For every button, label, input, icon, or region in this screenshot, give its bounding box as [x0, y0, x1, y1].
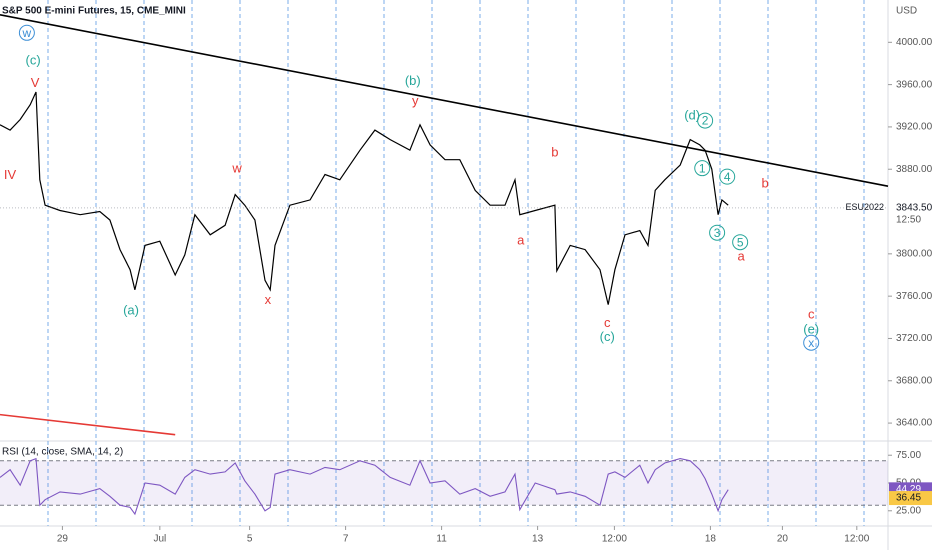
x-tick-label: 7 — [343, 534, 349, 545]
wave-label: a — [738, 248, 746, 263]
wave-circle — [719, 168, 736, 185]
wave-label: (b) — [405, 73, 421, 88]
rsi-band — [0, 460, 888, 506]
rsi-line — [0, 457, 729, 516]
y-tick-label: 3640.00 — [896, 418, 932, 429]
countdown: 12:50 — [896, 214, 921, 225]
wave-circle — [697, 112, 714, 129]
wave-label: (e) — [803, 321, 819, 336]
wave-label: c — [604, 315, 611, 330]
x-tick-label: 5 — [247, 534, 253, 545]
x-tick-label: 13 — [532, 534, 544, 545]
rsi-y-tick-label: 25.00 — [896, 505, 921, 516]
wave-circle — [709, 224, 726, 241]
wave-label: IV — [4, 167, 17, 182]
rsi-title: RSI (14, close, SMA, 14, 2) — [2, 447, 123, 458]
y-tick-label: 3800.00 — [896, 248, 932, 259]
rsi-y-tick-label: 75.00 — [896, 450, 921, 461]
rsi-value-box — [889, 491, 932, 506]
x-tick-label: 12:00 — [844, 534, 869, 545]
wave-label: 4 — [724, 170, 731, 184]
rsi-value-label: 36.45 — [896, 493, 921, 504]
y-tick-label: 3720.00 — [896, 333, 932, 344]
trendline — [0, 14, 889, 187]
wave-label: c — [808, 307, 815, 322]
y-tick-label: 4000.00 — [896, 37, 932, 48]
wave-circle — [732, 234, 749, 251]
wave-label: w — [231, 161, 242, 176]
x-tick-label: 12:00 — [602, 534, 627, 545]
wave-circle — [803, 334, 820, 351]
wave-label: y — [412, 93, 419, 108]
wave-label: (d) — [684, 108, 700, 123]
x-tick-label: 29 — [57, 534, 69, 545]
wave-circle — [694, 160, 711, 177]
y-tick-label: 3960.00 — [896, 79, 932, 90]
wave-label: 5 — [737, 235, 744, 249]
y-tick-label: 3680.00 — [896, 375, 932, 386]
wave-label: V — [31, 75, 40, 90]
y-tick-label: 3920.00 — [896, 122, 932, 133]
trendline — [0, 413, 176, 436]
wave-label: x — [808, 336, 814, 350]
chart-title: S&P 500 E-mini Futures, 15, CME_MINI — [2, 6, 186, 17]
wave-label: (c) — [600, 329, 615, 344]
wave-label: b — [551, 145, 558, 160]
price-line — [0, 91, 729, 305]
x-tick-label: 20 — [777, 534, 789, 545]
wave-label: w — [22, 26, 32, 40]
x-tick-label: 18 — [705, 534, 717, 545]
currency: USD — [896, 6, 917, 17]
last-price-box — [889, 199, 932, 228]
wave-label: (c) — [26, 53, 41, 68]
symbol-label: ESU2022 — [845, 202, 884, 212]
rsi-value-label: 44.29 — [896, 484, 921, 495]
x-tick-label: Jul — [153, 534, 166, 545]
wave-label: b — [762, 175, 769, 190]
wave-label: 3 — [714, 226, 721, 240]
x-tick-label: 11 — [436, 534, 447, 545]
wave-label: (a) — [123, 302, 139, 317]
wave-label: x — [265, 292, 272, 307]
wave-label: 2 — [702, 114, 709, 128]
wave-label: 1 — [699, 161, 706, 175]
wave-circle — [18, 24, 35, 41]
y-tick-label: 3880.00 — [896, 164, 932, 175]
y-tick-label: 3760.00 — [896, 291, 932, 302]
wave-label: a — [517, 233, 525, 248]
last-price-label: 3843.50 — [896, 202, 932, 213]
